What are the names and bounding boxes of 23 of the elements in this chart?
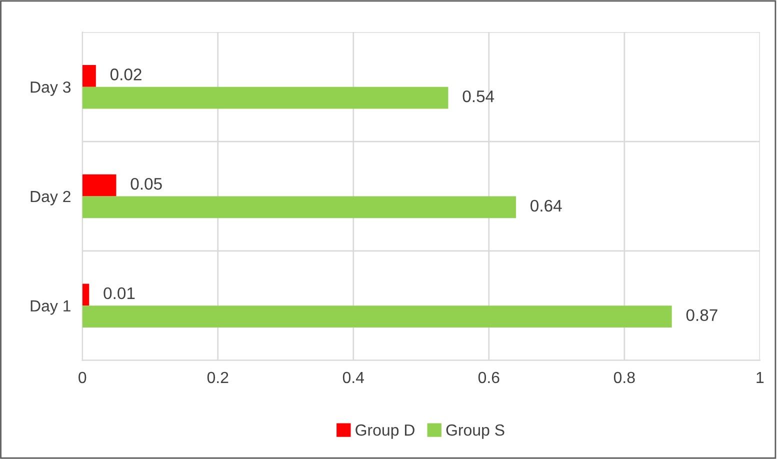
data-label: 0.01 (104, 287, 135, 300)
bar (82, 196, 516, 218)
bar (82, 306, 672, 328)
data-label: 0.02 (110, 68, 142, 80)
bar (82, 284, 90, 306)
bar (82, 174, 116, 196)
data-label: 0.64 (530, 200, 562, 212)
legend-label: Group S (446, 424, 504, 439)
x-tick-label: 0.4 (342, 372, 364, 384)
data-label: 0.87 (686, 309, 718, 322)
data-label: 0.05 (130, 178, 162, 190)
x-tick-label: 1 (756, 372, 764, 383)
y-tick-label: Day 1 (30, 300, 70, 315)
legend-label: Group D (356, 424, 414, 439)
x-tick-label: 0 (78, 372, 86, 384)
x-tick-label: 0.8 (614, 372, 635, 384)
y-tick-label: Day 3 (30, 81, 71, 96)
x-tick-label: 0.2 (207, 372, 228, 384)
y-tick-label: Day 2 (30, 190, 70, 206)
data-label: 0.54 (462, 90, 494, 102)
x-tick-label: 0.6 (478, 372, 500, 384)
bar (82, 64, 96, 87)
bar (82, 86, 448, 109)
